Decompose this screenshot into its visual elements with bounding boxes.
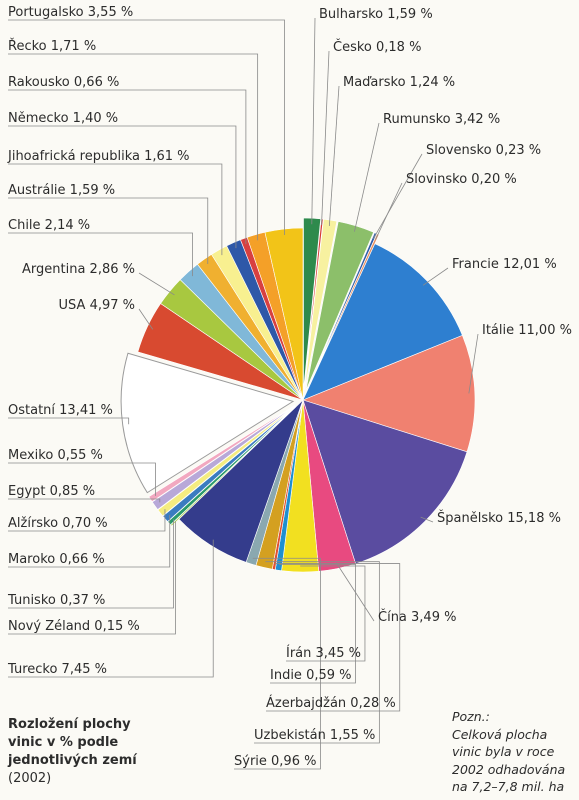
slice-label-chile: Chile 2,14 %	[8, 218, 90, 233]
leader-line-australie	[8, 197, 209, 265]
slice-label-usa: USA 4,97 %	[59, 298, 135, 313]
leader-line-jihoafricka-republika	[8, 163, 223, 256]
slice-label-syrie: Sýrie 0,96 %	[234, 754, 316, 769]
slice-labels: Bulharsko 1,59 % Česko 0,18 % Maďarsko 1,2…	[7, 5, 572, 769]
pie-slice-spanelsko	[302, 399, 468, 565]
leader-line-usa	[138, 308, 154, 330]
slice-label-jihoafricka-republika: Jihoafrická republika 1,61 %	[7, 149, 190, 164]
slice-label-spanelsko: Španělsko 15,18 %	[437, 510, 561, 526]
slice-label-uzbekistan: Uzbekistán 1,55 %	[254, 728, 375, 743]
slice-label-argentina: Argentina 2,86 %	[22, 262, 135, 277]
leader-line-bulharsko	[311, 17, 316, 225]
pie-slice-italie	[302, 334, 476, 453]
leader-line-argentina	[138, 272, 175, 296]
slice-label-slovinsko: Slovinsko 0,20 %	[406, 172, 517, 187]
slice-label-tunisko: Tunisko 0,37 %	[7, 593, 105, 608]
leader-line-iran	[286, 565, 366, 662]
slice-label-slovensko: Slovensko 0,23 %	[426, 143, 541, 158]
slice-label-indie: Indie 0,59 %	[270, 668, 352, 683]
chart-year: (2002)	[8, 771, 52, 786]
slice-label-rumunsko: Rumunsko 3,42 %	[383, 112, 500, 127]
leader-line-cesko	[321, 50, 330, 225]
slice-label-alzirsko: Alžírsko 0,70 %	[8, 516, 108, 531]
slice-label-egypt: Egypt 0,85 %	[8, 484, 95, 499]
leader-line-francie	[422, 267, 449, 286]
leader-line-alzirsko	[8, 509, 166, 532]
slice-label-madarsko: Maďarsko 1,24 %	[343, 75, 455, 90]
leader-line-egypt	[8, 498, 161, 503]
leader-line-madarsko	[328, 85, 340, 227]
slice-label-novy-zeland: Nový Zéland 0,15 %	[8, 619, 140, 634]
slice-label-italie: Itálie 11,00 %	[482, 323, 572, 338]
leader-line-portugalsko	[8, 19, 285, 236]
leader-lines	[8, 17, 479, 770]
slice-label-iran: Írán 3,45 %	[286, 645, 361, 661]
slice-label-nemecko: Německo 1,40 %	[8, 111, 118, 126]
pie-slice-portugalsko	[264, 227, 304, 401]
slice-label-portugalsko: Portugalsko 3,55 %	[8, 5, 133, 20]
slice-label-azerbajdzan: Ázerbajdžán 0,28 %	[266, 695, 396, 711]
slice-label-australie: Austrálie 1,59 %	[8, 183, 115, 198]
slice-label-ostatni: Ostatní 13,41 %	[8, 403, 113, 418]
slice-label-francie: Francie 12,01 %	[452, 257, 557, 272]
leader-line-nemecko	[8, 125, 237, 249]
leader-line-rumunsko	[354, 122, 380, 232]
leader-line-turecko	[8, 539, 214, 678]
pie-slice-rumunsko	[305, 221, 374, 391]
slice-label-cina: Čína 3,49 %	[378, 609, 456, 625]
slice-label-maroko: Maroko 0,66 %	[8, 552, 105, 567]
slice-label-rakousko: Rakousko 0,66 %	[8, 75, 119, 90]
chart-title: Rozložení plochy vinic v % podle jednotl…	[8, 717, 137, 768]
leader-line-slovinsko	[375, 182, 403, 240]
leader-line-slovensko	[373, 153, 423, 239]
leader-line-ostatni	[8, 417, 130, 425]
leader-line-recko	[8, 53, 259, 241]
pie-slices	[120, 217, 476, 573]
leader-line-novy-zeland	[8, 521, 176, 635]
pie-slice-tunisko	[167, 406, 296, 526]
leader-line-chile	[8, 232, 193, 277]
leader-line-tunisko	[8, 519, 174, 609]
leader-line-uzbekistan	[254, 561, 380, 744]
chart-note: Pozn.: Celková plocha vinic byla v roce …	[452, 709, 566, 794]
leader-line-indie	[270, 563, 356, 684]
leader-line-syrie	[234, 557, 321, 770]
pie-slice-francie	[302, 243, 463, 401]
pie-slice-madarsko	[304, 218, 338, 391]
leader-line-mexiko	[8, 462, 156, 496]
leader-line-rakousko	[8, 89, 247, 245]
slice-label-turecko: Turecko 7,45 %	[7, 662, 107, 677]
leader-line-italie	[468, 333, 479, 394]
slice-label-mexiko: Mexiko 0,55 %	[8, 448, 103, 463]
slice-label-cesko: Česko 0,18 %	[333, 39, 421, 55]
leader-line-spanelsko	[420, 516, 434, 523]
slice-label-recko: Řecko 1,71 %	[8, 38, 96, 54]
chart-caption: Rozložení plochy vinic v % podle jednotl…	[8, 716, 188, 788]
leader-line-maroko	[8, 514, 171, 568]
pie-slice-ostatni	[120, 352, 295, 494]
pie-slice-alzirsko	[157, 405, 296, 517]
leader-line-azerbajdzan	[266, 563, 401, 712]
slice-label-bulharsko: Bulharsko 1,59 %	[319, 7, 433, 22]
pie-slice-egypt	[151, 405, 296, 510]
